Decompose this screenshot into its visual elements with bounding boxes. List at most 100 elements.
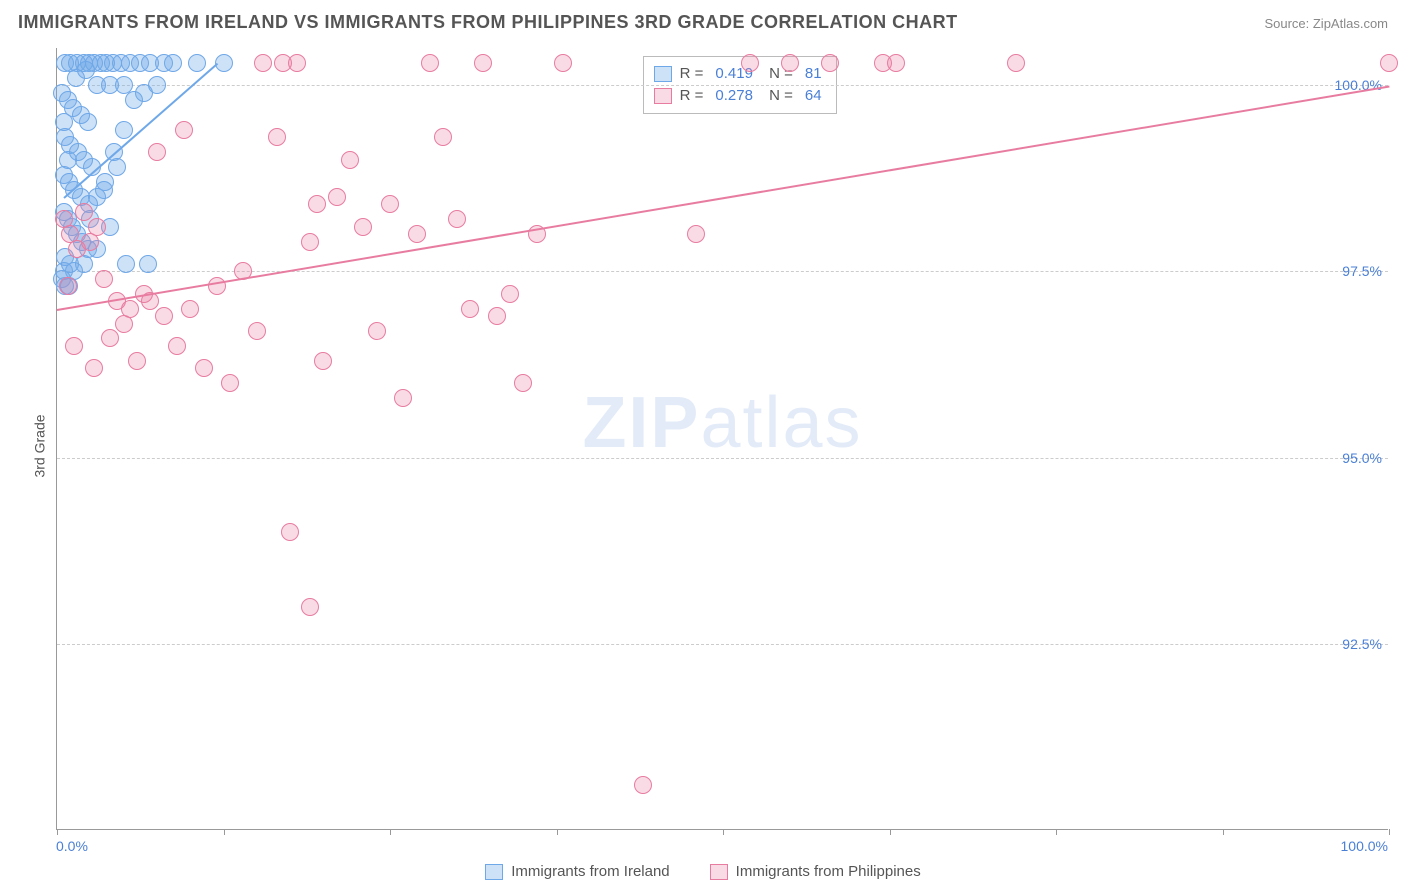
data-point bbox=[281, 523, 299, 541]
x-tick bbox=[557, 829, 558, 835]
data-point bbox=[741, 54, 759, 72]
legend-n-label: N = bbox=[765, 85, 793, 107]
x-tick bbox=[1389, 829, 1390, 835]
gridline bbox=[57, 644, 1388, 645]
data-point bbox=[821, 54, 839, 72]
data-point bbox=[308, 195, 326, 213]
stats-legend-row-0: R = 0.419 N = 81 bbox=[654, 63, 826, 85]
y-axis-label: 3rd Grade bbox=[32, 414, 48, 477]
watermark-bold: ZIP bbox=[582, 383, 700, 463]
data-point bbox=[434, 128, 452, 146]
gridline bbox=[57, 458, 1388, 459]
data-point bbox=[175, 121, 193, 139]
data-point bbox=[248, 322, 266, 340]
bottom-swatch-ireland bbox=[485, 864, 503, 880]
data-point bbox=[488, 307, 506, 325]
data-point bbox=[687, 225, 705, 243]
chart-plot-area: ZIPatlas R = 0.419 N = 81 R = 0.278 N = … bbox=[56, 48, 1388, 830]
data-point bbox=[88, 218, 106, 236]
legend-r-value-1: 0.278 bbox=[715, 85, 753, 107]
data-point bbox=[195, 359, 213, 377]
data-point bbox=[155, 307, 173, 325]
gridline bbox=[57, 85, 1388, 86]
data-point bbox=[128, 352, 146, 370]
data-point bbox=[148, 76, 166, 94]
data-point bbox=[101, 329, 119, 347]
data-point bbox=[95, 270, 113, 288]
data-point bbox=[474, 54, 492, 72]
data-point bbox=[301, 598, 319, 616]
data-point bbox=[514, 374, 532, 392]
data-point bbox=[254, 54, 272, 72]
data-point bbox=[164, 54, 182, 72]
data-point bbox=[381, 195, 399, 213]
data-point bbox=[221, 374, 239, 392]
data-point bbox=[117, 255, 135, 273]
data-point bbox=[168, 337, 186, 355]
data-point bbox=[301, 233, 319, 251]
x-tick bbox=[1223, 829, 1224, 835]
data-point bbox=[328, 188, 346, 206]
legend-swatch-philippines bbox=[654, 88, 672, 104]
data-point bbox=[139, 255, 157, 273]
y-tick-label: 92.5% bbox=[1342, 636, 1382, 652]
data-point bbox=[67, 69, 85, 87]
data-point bbox=[108, 158, 126, 176]
x-axis-max-label: 100.0% bbox=[1341, 838, 1388, 854]
chart-header: IMMIGRANTS FROM IRELAND VS IMMIGRANTS FR… bbox=[18, 12, 1388, 33]
x-tick bbox=[57, 829, 58, 835]
data-point bbox=[59, 151, 77, 169]
chart-title: IMMIGRANTS FROM IRELAND VS IMMIGRANTS FR… bbox=[18, 12, 958, 33]
data-point bbox=[421, 54, 439, 72]
gridline bbox=[57, 271, 1388, 272]
data-point bbox=[288, 54, 306, 72]
watermark: ZIPatlas bbox=[582, 382, 862, 464]
bottom-swatch-philippines bbox=[710, 864, 728, 880]
data-point bbox=[554, 54, 572, 72]
bottom-legend-item-philippines: Immigrants from Philippines bbox=[710, 863, 921, 880]
data-point bbox=[268, 128, 286, 146]
data-point bbox=[95, 181, 113, 199]
data-point bbox=[634, 776, 652, 794]
legend-swatch-ireland bbox=[654, 66, 672, 82]
data-point bbox=[75, 203, 93, 221]
bottom-legend-item-ireland: Immigrants from Ireland bbox=[485, 863, 669, 880]
data-point bbox=[341, 151, 359, 169]
data-point bbox=[781, 54, 799, 72]
data-point bbox=[408, 225, 426, 243]
y-tick-label: 95.0% bbox=[1342, 450, 1382, 466]
chart-source: Source: ZipAtlas.com bbox=[1264, 16, 1388, 31]
bottom-legend-label-1: Immigrants from Philippines bbox=[736, 863, 921, 880]
x-tick bbox=[1056, 829, 1057, 835]
y-tick-label: 97.5% bbox=[1342, 263, 1382, 279]
data-point bbox=[314, 352, 332, 370]
data-point bbox=[148, 143, 166, 161]
trendline bbox=[57, 85, 1389, 310]
data-point bbox=[181, 300, 199, 318]
data-point bbox=[59, 277, 77, 295]
data-point bbox=[368, 322, 386, 340]
data-point bbox=[501, 285, 519, 303]
watermark-light: atlas bbox=[700, 383, 862, 463]
x-tick bbox=[224, 829, 225, 835]
data-point bbox=[115, 121, 133, 139]
data-point bbox=[55, 113, 73, 131]
legend-r-label: R = bbox=[680, 63, 704, 85]
legend-n-value-1: 64 bbox=[805, 85, 822, 107]
stats-legend-row-1: R = 0.278 N = 64 bbox=[654, 85, 826, 107]
data-point bbox=[215, 54, 233, 72]
data-point bbox=[394, 389, 412, 407]
data-point bbox=[887, 54, 905, 72]
x-tick bbox=[723, 829, 724, 835]
data-point bbox=[121, 300, 139, 318]
data-point bbox=[79, 113, 97, 131]
bottom-legend-label-0: Immigrants from Ireland bbox=[511, 863, 669, 880]
data-point bbox=[1007, 54, 1025, 72]
legend-n-value-0: 81 bbox=[805, 63, 822, 85]
data-point bbox=[448, 210, 466, 228]
data-point bbox=[354, 218, 372, 236]
x-tick bbox=[390, 829, 391, 835]
data-point bbox=[188, 54, 206, 72]
x-tick bbox=[890, 829, 891, 835]
data-point bbox=[1380, 54, 1398, 72]
